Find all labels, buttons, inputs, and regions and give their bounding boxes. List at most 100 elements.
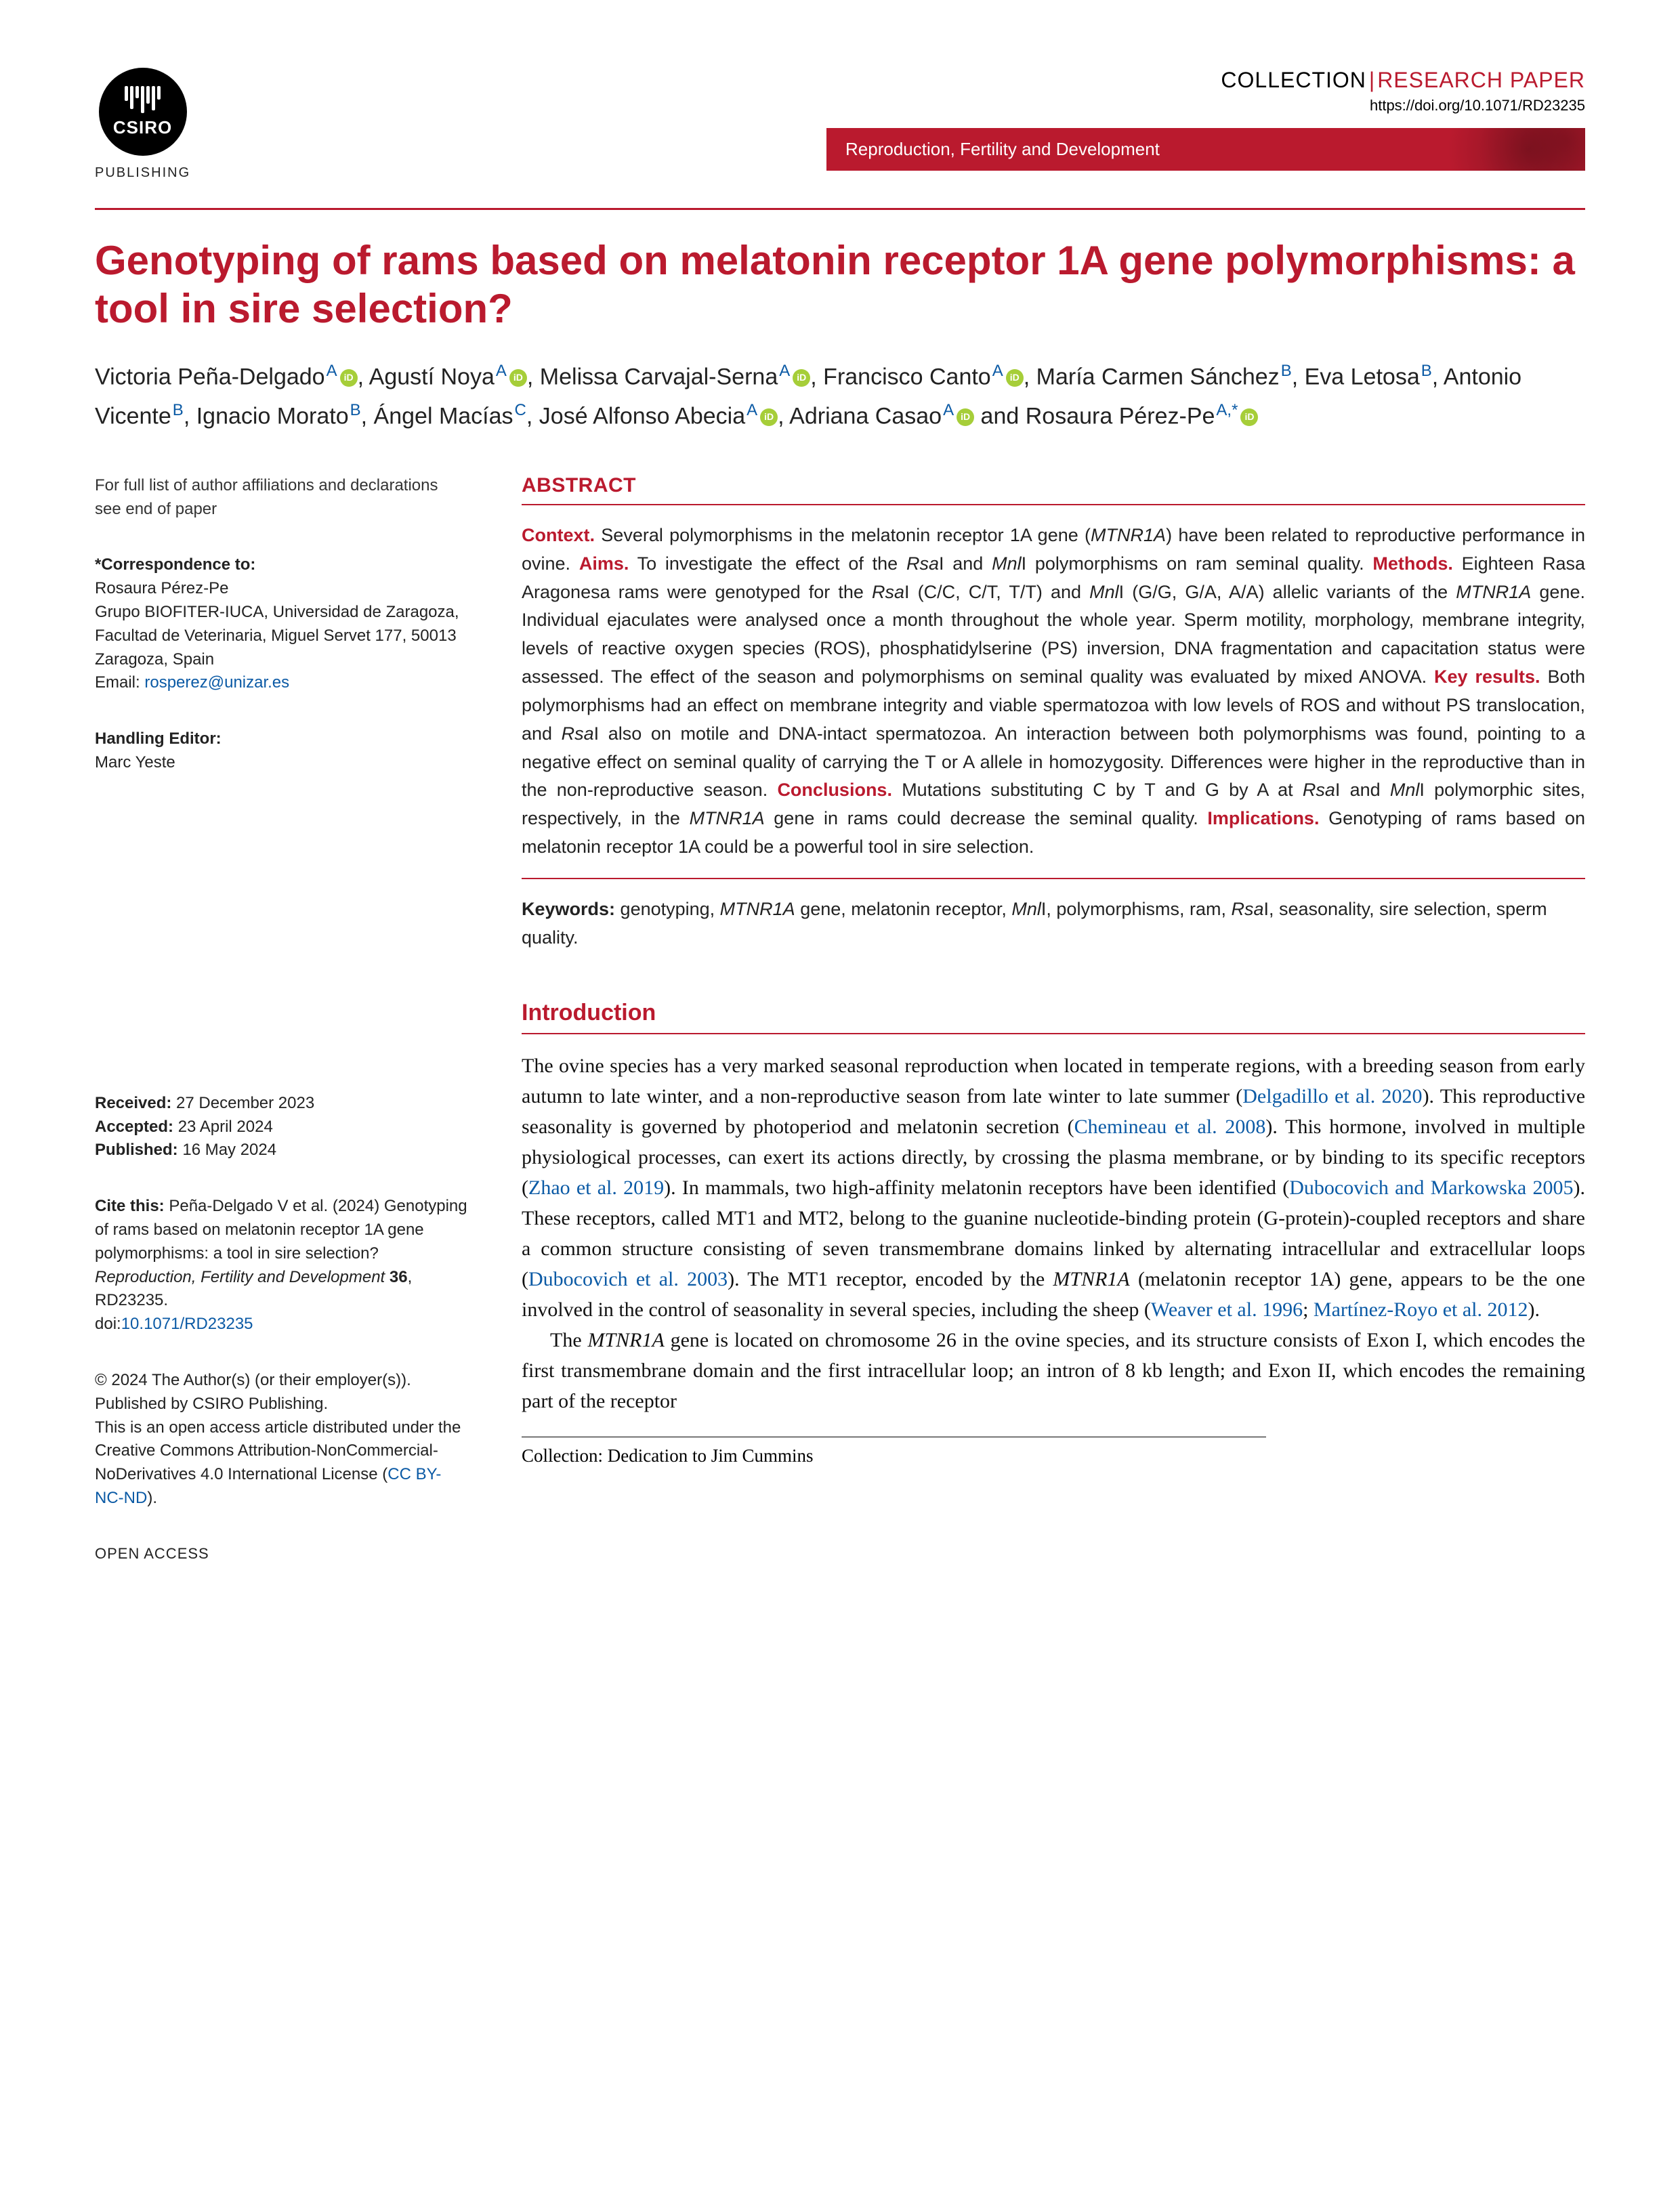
author-name: Rosaura Pérez-Pe (1026, 403, 1215, 429)
correspondence-name: Rosaura Pérez-Pe (95, 577, 467, 601)
content-grid: For full list of author affiliations and… (95, 474, 1585, 1565)
aims-label: Aims. (579, 553, 629, 574)
copyright-block: © 2024 The Author(s) (or their employer(… (95, 1369, 467, 1510)
publishing-label: PUBLISHING (95, 165, 190, 181)
license-close: ). (147, 1489, 157, 1507)
citation-link[interactable]: Martínez-Royo et al. 2012 (1314, 1298, 1528, 1321)
citation-link[interactable]: Zhao et al. 2019 (528, 1177, 664, 1199)
orcid-icon[interactable] (793, 369, 810, 387)
author-name: José Alfonso Abecia (539, 403, 745, 429)
affiliation-superscript: A (778, 362, 790, 380)
published-date: 16 May 2024 (178, 1141, 276, 1159)
author-name: Eva Letosa (1305, 364, 1420, 389)
enzyme-italic: Mnl (992, 553, 1022, 574)
abstract-text: Mutations substituting C by T and G by A… (892, 780, 1303, 800)
affiliation-superscript: A (942, 401, 954, 419)
affiliation-superscript: B (349, 401, 361, 419)
pipe-divider: | (1366, 68, 1377, 92)
keywords-label: Keywords: (522, 899, 615, 919)
intro-rule (522, 1033, 1585, 1034)
received-label: Received: (95, 1094, 171, 1112)
author-name: Francisco Canto (823, 364, 991, 389)
abstract-text: To investigate the effect of the (629, 553, 906, 574)
enzyme-italic: Mnl (1390, 780, 1420, 800)
dates-block: Received: 27 December 2023 Accepted: 23 … (95, 1092, 467, 1162)
sidebar: For full list of author affiliations and… (95, 474, 467, 1565)
handling-editor-block: Handling Editor: Marc Yeste (95, 727, 467, 775)
gene-italic: MTNR1A (690, 808, 765, 828)
introduction-heading: Introduction (522, 1000, 1585, 1026)
correspondence-email[interactable]: rosperez@unizar.es (144, 673, 289, 692)
affiliation-superscript: B (1280, 362, 1292, 380)
correspondence-block: *Correspondence to: Rosaura Pérez-Pe Gru… (95, 553, 467, 695)
affiliation-superscript: B (1420, 362, 1432, 380)
abstract-text: I and (1335, 780, 1390, 800)
research-paper-label: RESEARCH PAPER (1377, 68, 1585, 92)
context-label: Context. (522, 525, 595, 545)
orcid-icon[interactable] (340, 369, 358, 387)
abstract-text: I (G/G, G/A, A/A) allelic variants of th… (1119, 582, 1456, 602)
orcid-icon[interactable] (509, 369, 527, 387)
results-label: Key results. (1434, 667, 1540, 687)
orcid-icon[interactable] (760, 408, 778, 426)
csiro-logo: CSIRO (99, 68, 187, 156)
doi-link[interactable]: https://doi.org/10.1071/RD23235 (231, 97, 1585, 114)
keywords-block: Keywords: genotyping, MTNR1A gene, melat… (522, 895, 1585, 952)
author-name: María Carmen Sánchez (1036, 364, 1280, 389)
citation-link[interactable]: Dubocovich and Markowska 2005 (1289, 1177, 1573, 1199)
author-name: Ignacio Morato (196, 403, 349, 429)
intro-paragraph-2: The MTNR1A gene is located on chromosome… (522, 1325, 1585, 1416)
author-name: Victoria Peña-Delgado (95, 364, 325, 389)
orcid-icon[interactable] (1240, 408, 1258, 426)
paper-title: Genotyping of rams based on melatonin re… (95, 237, 1585, 333)
methods-label: Methods. (1372, 553, 1453, 574)
citation-link[interactable]: Weaver et al. 1996 (1151, 1298, 1303, 1321)
orcid-icon[interactable] (1006, 369, 1024, 387)
author-name: Adriana Casao (789, 403, 942, 429)
cite-doi-prefix: doi: (95, 1315, 121, 1333)
citation-link[interactable]: Chemineau et al. 2008 (1074, 1116, 1266, 1138)
header-rule (95, 208, 1585, 210)
orcid-icon[interactable] (957, 408, 974, 426)
body-text: The ovine species has a very marked seas… (522, 1051, 1585, 1416)
keywords-text: genotyping, MTNR1A gene, melatonin recep… (522, 899, 1547, 948)
email-prefix: Email: (95, 673, 144, 692)
citation-link[interactable]: Dubocovich et al. 2003 (528, 1268, 728, 1290)
journal-name: Reproduction, Fertility and Development (845, 139, 1160, 159)
open-access-label: OPEN ACCESS (95, 1543, 467, 1565)
affiliation-superscript: A (325, 362, 337, 380)
cite-label: Cite this: (95, 1197, 169, 1215)
enzyme-italic: Rsa (872, 582, 904, 602)
affiliation-superscript: A (495, 362, 507, 380)
citation-block: Cite this: Peña-Delgado V et al. (2024) … (95, 1195, 467, 1336)
correspondence-label: *Correspondence to: (95, 555, 255, 574)
gene-italic: MTNR1A (1456, 582, 1531, 602)
sidebar-spacer (95, 807, 467, 1092)
received-date: 27 December 2023 (171, 1094, 314, 1112)
conclusions-label: Conclusions. (777, 780, 892, 800)
abstract-text: gene in rams could decrease the seminal … (765, 808, 1208, 828)
collection-footnote: Collection: Dedication to Jim Cummins (522, 1437, 1266, 1466)
page-header: CSIRO PUBLISHING COLLECTION|RESEARCH PAP… (95, 68, 1585, 181)
affiliation-superscript: A (745, 401, 757, 419)
implications-label: Implications. (1207, 808, 1319, 828)
abstract-heading: ABSTRACT (522, 474, 1585, 497)
collection-label: COLLECTION (1221, 68, 1366, 92)
author-name: Agustí Noya (369, 364, 495, 389)
accepted-date: 23 April 2024 (173, 1118, 273, 1136)
accepted-label: Accepted: (95, 1118, 173, 1136)
published-label: Published: (95, 1141, 178, 1159)
author-name: Ángel Macías (374, 403, 513, 429)
enzyme-italic: Mnl (1089, 582, 1119, 602)
cite-doi[interactable]: 10.1071/RD23235 (121, 1315, 253, 1333)
citation-link[interactable]: Delgadillo et al. 2020 (1242, 1085, 1422, 1107)
publisher-logo-block: CSIRO PUBLISHING (95, 68, 190, 181)
gene-italic: MTNR1A (1091, 525, 1166, 545)
abstract-box: Context. Several polymorphisms in the me… (522, 504, 1585, 879)
enzyme-italic: Rsa (906, 553, 939, 574)
journal-name-bar: Reproduction, Fertility and Development (826, 128, 1585, 171)
csiro-logo-bars-icon (125, 86, 161, 113)
affiliation-superscript: A,* (1215, 401, 1238, 419)
author-list: Victoria Peña-DelgadoA, Agustí NoyaA, Me… (95, 358, 1585, 436)
handling-editor-name: Marc Yeste (95, 751, 467, 775)
